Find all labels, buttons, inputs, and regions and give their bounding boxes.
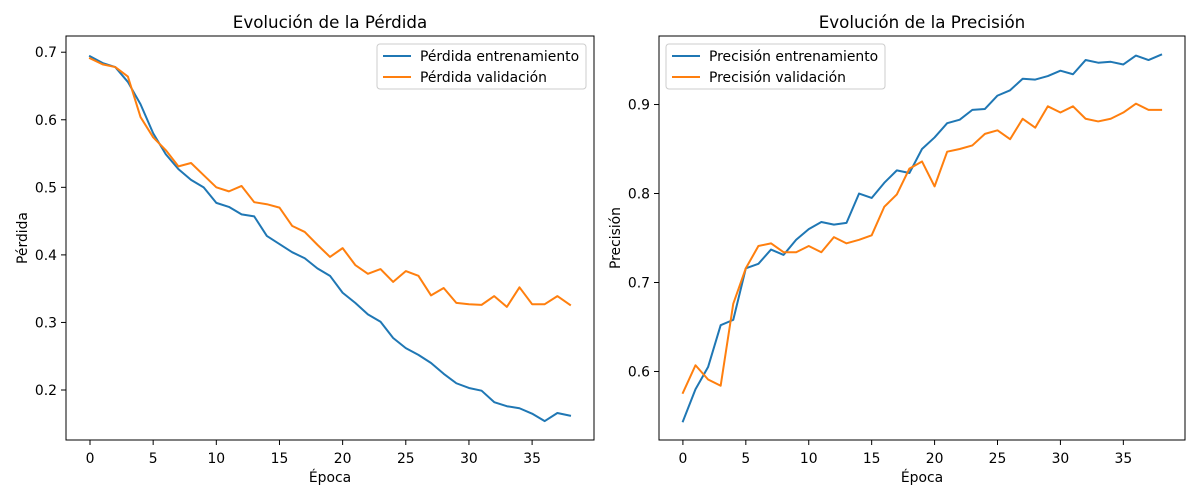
y-tick-label: 0.3 <box>35 315 57 331</box>
y-tick-label: 0.7 <box>35 45 57 61</box>
y-tick-label: 0.8 <box>628 187 650 203</box>
x-tick-label: 20 <box>926 451 944 467</box>
x-axis-label: Época <box>309 468 351 486</box>
legend-label: Precisión entrenamiento <box>709 49 878 65</box>
accuracy-chart-title: Evolución de la Precisión <box>819 12 1026 32</box>
x-tick-label: 30 <box>1052 451 1070 467</box>
validation-loss-line <box>88 56 572 308</box>
y-axis-label: Precisión <box>608 207 624 269</box>
x-tick-label: 10 <box>800 451 818 467</box>
y-tick-label: 0.2 <box>35 383 57 399</box>
accuracy-plot-area <box>659 36 1185 440</box>
legend-frame <box>665 43 886 90</box>
x-tick-label: 35 <box>1114 451 1132 467</box>
x-tick-label: 5 <box>149 451 158 467</box>
x-tick-label: 0 <box>86 451 95 467</box>
x-tick-label: 25 <box>397 451 415 467</box>
x-axis-label: Época <box>901 468 943 486</box>
x-tick-label: 25 <box>989 451 1007 467</box>
legend-label: Pérdida validación <box>420 70 547 86</box>
y-axis-label: Pérdida <box>15 212 31 264</box>
y-tick-label: 0.5 <box>35 180 57 196</box>
legend-label: Precisión validación <box>709 70 846 86</box>
x-tick-label: 20 <box>334 451 352 467</box>
loss-legend: Pérdida entrenamiento Pérdida validación <box>376 43 587 90</box>
x-tick-label: 35 <box>523 451 541 467</box>
x-tick-label: 15 <box>863 451 881 467</box>
y-tick-label: 0.9 <box>628 98 650 114</box>
accuracy-axes-frame <box>658 35 1186 441</box>
x-tick-label: 5 <box>741 451 750 467</box>
y-tick-label: 0.6 <box>35 113 57 129</box>
x-tick-label: 10 <box>207 451 225 467</box>
loss-axes-frame <box>65 35 595 441</box>
accuracy-legend: Precisión entrenamiento Precisión validac… <box>665 43 886 90</box>
accuracy-chart: 0 5 10 15 20 25 30 35 0.6 0.7 0.8 0.9 Evolución de l… <box>608 12 1186 486</box>
training-accuracy-line <box>681 53 1163 423</box>
x-tick-label: 30 <box>460 451 478 467</box>
x-tick-label: 15 <box>271 451 289 467</box>
legend-frame <box>376 43 587 90</box>
training-loss-line <box>88 54 572 423</box>
x-tick-label: 0 <box>678 451 687 467</box>
loss-chart: 0 5 10 15 20 25 30 35 0.2 0.3 0.4 0.5 0.6 0.7 Evolució… <box>15 12 595 486</box>
validation-accuracy-line <box>681 102 1163 395</box>
y-tick-label: 0.6 <box>628 364 650 380</box>
loss-plot-area <box>66 36 594 440</box>
legend-label: Pérdida entrenamiento <box>420 49 579 65</box>
y-tick-label: 0.7 <box>628 275 650 291</box>
y-tick-label: 0.4 <box>35 248 57 264</box>
loss-chart-title: Evolución de la Pérdida <box>233 12 427 32</box>
